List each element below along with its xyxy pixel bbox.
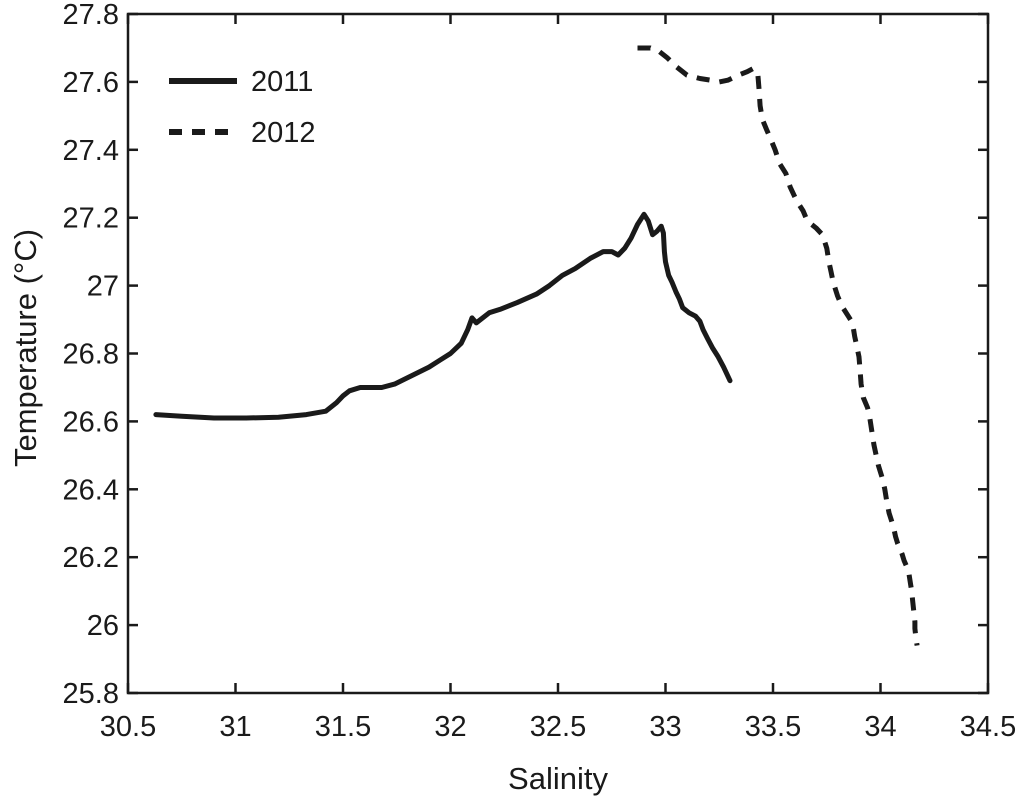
y-tick-label: 27.8 bbox=[63, 0, 119, 31]
y-tick-label: 26.6 bbox=[63, 406, 119, 438]
legend-label-2012: 2012 bbox=[251, 117, 316, 149]
y-tick-label: 27.6 bbox=[63, 67, 119, 99]
x-tick-label: 33.5 bbox=[745, 711, 801, 743]
x-tick-label: 34 bbox=[864, 711, 896, 743]
legend-label-2011: 2011 bbox=[251, 66, 313, 98]
series-2012-line bbox=[637, 45, 920, 646]
y-axis-label: Temperature (°C) bbox=[8, 229, 43, 467]
x-axis-label: Salinity bbox=[508, 761, 608, 796]
x-tick-label: 31 bbox=[219, 711, 251, 743]
series-layer bbox=[153, 45, 920, 646]
ticks-layer: 30.5 31 31.5 32 32.5 33 33.5 34 34.5 25.8 26 26.2 26… bbox=[63, 0, 1017, 743]
y-tick-label: 26.4 bbox=[63, 474, 119, 506]
y-tick-label: 27.4 bbox=[63, 135, 119, 167]
y-tick-label: 26 bbox=[87, 610, 119, 642]
x-tick-label: 34.5 bbox=[960, 711, 1016, 743]
x-tick-label: 32 bbox=[434, 711, 466, 743]
y-tick-label: 27 bbox=[87, 271, 119, 303]
y-tick-label: 26.8 bbox=[63, 339, 119, 371]
series-2011-line bbox=[153, 211, 733, 421]
y-tick-label: 27.2 bbox=[63, 203, 119, 235]
legend: 2011 2012 bbox=[169, 66, 316, 149]
x-tick-label: 30.5 bbox=[100, 711, 156, 743]
y-tick-label: 26.2 bbox=[63, 542, 119, 574]
x-tick-label: 33 bbox=[649, 711, 681, 743]
x-tick-label: 31.5 bbox=[315, 711, 371, 743]
y-tick-label: 25.8 bbox=[63, 678, 119, 710]
x-tick-label: 32.5 bbox=[530, 711, 586, 743]
